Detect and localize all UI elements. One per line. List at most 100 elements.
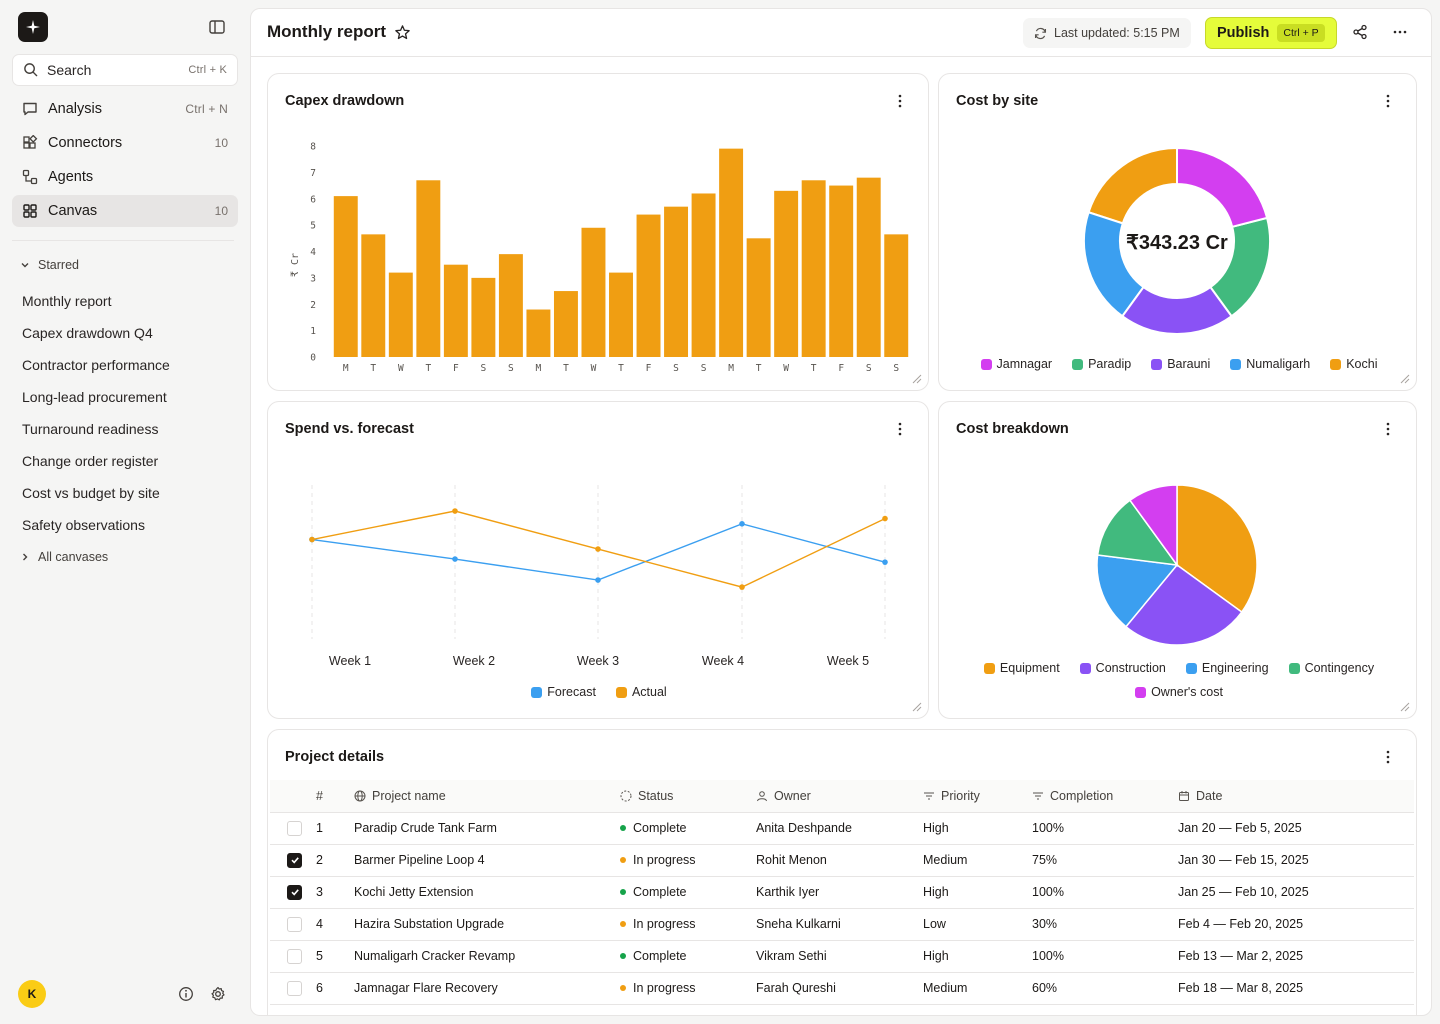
bar [636, 214, 661, 357]
cell-date: Jan 30 — Feb 15, 2025 [1178, 853, 1309, 867]
starred-item[interactable]: Change order register [22, 453, 159, 469]
starred-item[interactable]: Turnaround readiness [22, 421, 159, 437]
column-header-owner[interactable]: Owner [756, 780, 923, 812]
sidebar-item-agents[interactable]: Agents [12, 161, 238, 193]
x-tick-label: Week 4 [702, 654, 744, 668]
sidebar-item-canvas[interactable]: Canvas 10 [12, 195, 238, 227]
more-vertical-icon[interactable] [1380, 749, 1396, 765]
resize-handle-icon[interactable] [912, 374, 922, 384]
row-checkbox[interactable] [287, 884, 302, 900]
resize-handle-icon[interactable] [1400, 702, 1410, 712]
cell-project-name[interactable]: Jamnagar Flare Recovery [354, 981, 498, 995]
table-row[interactable]: 3 Kochi Jetty Extension Complete Karthik Iy… [270, 876, 1414, 908]
x-tick-label: Week 2 [453, 654, 495, 668]
column-header-status[interactable]: Status [620, 780, 756, 812]
sidebar-toggle-icon[interactable] [208, 18, 226, 36]
table-row[interactable]: 2 Barmer Pipeline Loop 4 In progress Rohit … [270, 844, 1414, 876]
status-text: In progress [633, 981, 696, 995]
all-canvases-toggle[interactable]: All canvases [20, 550, 108, 564]
legend-item[interactable]: Kochi [1330, 357, 1377, 371]
select-column-header [270, 780, 316, 812]
row-checkbox[interactable] [287, 852, 302, 868]
starred-item[interactable]: Contractor performance [22, 357, 170, 373]
column-header-date[interactable]: Date [1178, 780, 1414, 812]
starred-item[interactable]: Monthly report [22, 293, 112, 309]
table-row[interactable]: 1 Paradip Crude Tank Farm Complete Anita De… [270, 812, 1414, 844]
share-icon[interactable] [1352, 24, 1370, 42]
more-vertical-icon[interactable] [1380, 421, 1396, 437]
sidebar-item-label: Connectors [48, 135, 123, 151]
legend-item[interactable]: Contingency [1288, 661, 1374, 675]
bar-chart: ₹ Cr 0 1 2 3 4 5 6 7 8 M T W T F S S M T W T F S S M T W T F S S [290, 142, 909, 374]
cost-breakdown-legend: Equipment Construction Engineering Continge… [949, 661, 1409, 709]
starred-item[interactable]: Long-lead procurement [22, 389, 167, 405]
legend-item[interactable]: Engineering [1185, 661, 1269, 675]
gear-icon[interactable] [210, 986, 226, 1002]
column-header-completion[interactable]: Completion [1032, 780, 1178, 812]
starred-item[interactable]: Cost vs budget by site [22, 485, 160, 501]
cost-breakdown-card: Cost breakdown Equipment Construction Engi… [938, 401, 1417, 719]
column-header[interactable]: # [316, 788, 323, 803]
donut-center-label: ₹343.23 Cr [1126, 232, 1228, 254]
resize-handle-icon[interactable] [1400, 374, 1410, 384]
legend-item[interactable]: Numaligarh [1230, 357, 1310, 371]
x-tick-label: S [866, 363, 872, 374]
x-tick-label: Week 3 [577, 654, 619, 668]
sidebar-item-connectors[interactable]: Connectors 10 [12, 127, 238, 159]
more-vertical-icon[interactable] [892, 93, 908, 109]
x-tick-label: S [701, 363, 707, 374]
row-checkbox[interactable] [287, 980, 302, 996]
check-icon [290, 857, 299, 864]
legend-item[interactable]: Paradip [1072, 357, 1131, 371]
legend-label: Barauni [1167, 357, 1211, 371]
cell-project-name[interactable]: Numaligarh Cracker Revamp [354, 949, 516, 963]
publish-label: Publish [1217, 25, 1270, 41]
y-tick-label: 8 [310, 142, 316, 153]
app-logo[interactable] [18, 12, 48, 42]
publish-button[interactable]: Publish Ctrl + P [1205, 17, 1337, 49]
legend-item[interactable]: Forecast [531, 685, 596, 699]
data-point [595, 546, 601, 552]
legend-item[interactable]: Equipment [983, 661, 1060, 675]
info-icon[interactable] [178, 986, 194, 1002]
legend-item[interactable]: Owner's cost [1135, 685, 1223, 699]
row-checkbox[interactable] [287, 916, 302, 932]
column-header-priority[interactable]: Priority [923, 780, 1032, 812]
cell-project-name[interactable]: Hazira Substation Upgrade [354, 917, 505, 931]
column-label: Completion [1050, 788, 1114, 803]
column-label: Project name [372, 788, 446, 803]
cell-project-name[interactable]: Kochi Jetty Extension [354, 885, 474, 899]
more-vertical-icon[interactable] [892, 421, 908, 437]
avatar[interactable]: K [18, 980, 46, 1008]
table-row[interactable]: 6 Jamnagar Flare Recovery In progress Farah… [270, 972, 1414, 1004]
sidebar-item-analysis[interactable]: Analysis Ctrl + N [12, 93, 238, 125]
column-header-project-name[interactable]: Project name [354, 780, 620, 812]
bar [333, 196, 358, 357]
legend-label: Actual [631, 685, 667, 699]
starred-section-toggle[interactable]: Starred [20, 258, 79, 272]
legend-item[interactable]: Construction [1079, 661, 1166, 675]
search-bar[interactable]: Search Ctrl + K [12, 54, 238, 86]
more-horizontal-icon[interactable] [1392, 24, 1410, 42]
more-vertical-icon[interactable] [1380, 93, 1396, 109]
legend-item[interactable]: Actual [615, 685, 667, 699]
legend-item[interactable]: Barauni [1151, 357, 1210, 371]
table-row[interactable]: 4 Hazira Substation Upgrade In progress Sne… [270, 908, 1414, 940]
cell-project-name[interactable]: Paradip Crude Tank Farm [354, 821, 497, 835]
cell-date: Feb 13 — Mar 2, 2025 [1178, 949, 1304, 963]
cell-status: In progress [620, 908, 756, 940]
star-icon[interactable] [394, 24, 412, 42]
row-checkbox[interactable] [287, 820, 302, 836]
row-checkbox[interactable] [287, 948, 302, 964]
user-icon [757, 790, 767, 801]
cell-project-name[interactable]: Barmer Pipeline Loop 4 [354, 853, 485, 867]
table-row[interactable]: 5 Numaligarh Cracker Revamp Complete Vikram… [270, 940, 1414, 972]
resize-handle-icon[interactable] [912, 702, 922, 712]
starred-item[interactable]: Capex drawdown Q4 [22, 325, 153, 341]
starred-item[interactable]: Safety observations [22, 517, 145, 533]
y-tick-label: 4 [310, 247, 316, 258]
cell-number: 2 [316, 853, 323, 867]
legend-item[interactable]: Jamnagar [980, 357, 1053, 371]
last-updated[interactable]: Last updated: 5:15 PM [1023, 18, 1191, 48]
legend-label: Jamnagar [996, 357, 1053, 371]
